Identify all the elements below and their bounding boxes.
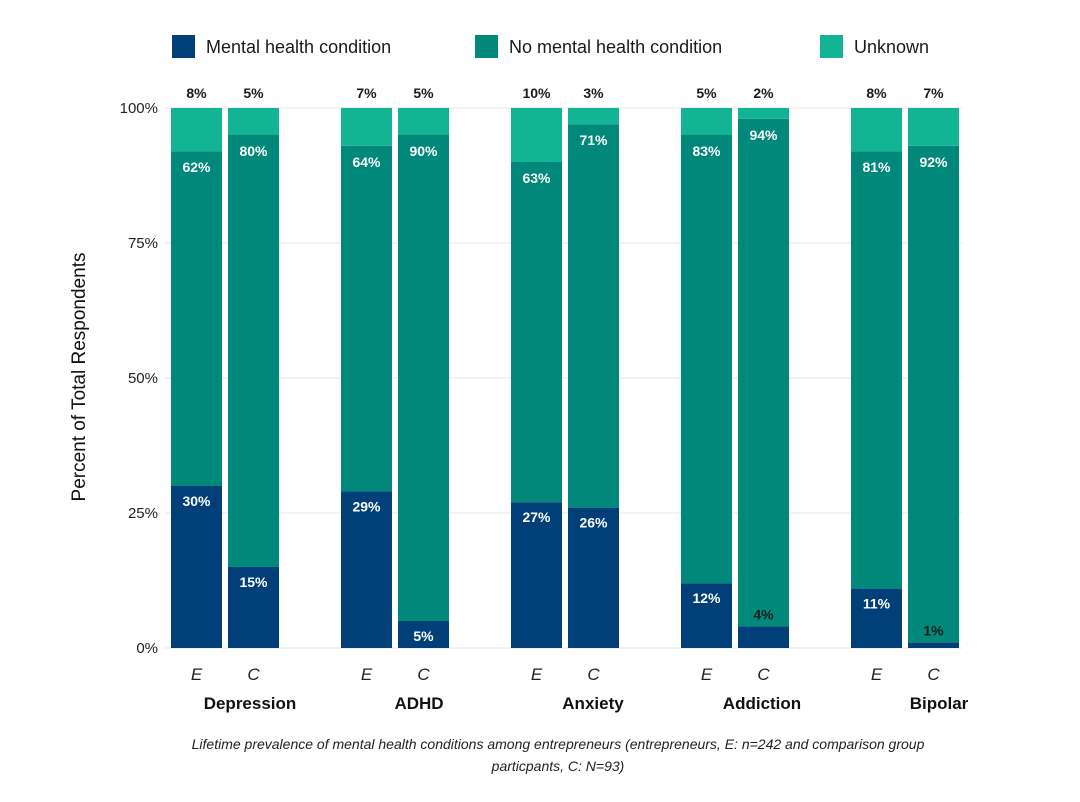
- data-label-unknown: 7%: [356, 85, 377, 101]
- bar-segment-mental: [511, 502, 562, 648]
- bar-segment-mental: [681, 583, 732, 648]
- x-tick-label: E: [871, 665, 883, 684]
- bar-segment-none: [171, 151, 222, 486]
- caption-line-2: particpants, C: N=93): [491, 758, 625, 774]
- bar-segment-none: [851, 151, 902, 589]
- bar-segment-mental: [171, 486, 222, 648]
- bar-segment-unknown: [908, 108, 959, 146]
- x-tick-label: E: [191, 665, 203, 684]
- data-label-unknown: 2%: [753, 85, 774, 101]
- y-tick-label: 100%: [120, 100, 158, 117]
- y-axis: 0% 25% 50% 75% 100%: [120, 100, 158, 657]
- caption-line-1: Lifetime prevalence of mental health con…: [192, 736, 925, 752]
- data-label-mental: 27%: [522, 509, 551, 525]
- data-label-mental: 5%: [413, 628, 434, 644]
- legend-label-unknown: Unknown: [854, 37, 929, 57]
- data-label-none: 92%: [919, 154, 948, 170]
- data-label-unknown: 8%: [186, 85, 207, 101]
- data-label-none: 94%: [749, 127, 778, 143]
- data-label-unknown: 7%: [923, 85, 944, 101]
- bar-segment-none: [228, 135, 279, 567]
- bar-segment-mental: [908, 642, 959, 648]
- gridlines: [165, 107, 962, 649]
- data-label-unknown: 8%: [866, 85, 887, 101]
- data-label-none: 71%: [579, 132, 608, 148]
- bar-segment-unknown: [681, 108, 732, 135]
- x-tick-label: C: [417, 665, 430, 684]
- data-label-unknown: 10%: [522, 85, 551, 101]
- x-tick-label: E: [531, 665, 543, 684]
- y-axis-title: Percent of Total Respondents: [69, 253, 90, 502]
- bar-segment-unknown: [171, 108, 222, 152]
- data-label-none: 90%: [409, 143, 438, 159]
- data-label-mental: 30%: [182, 493, 211, 509]
- x-tick-label: E: [361, 665, 373, 684]
- legend-swatch-mental: [172, 35, 195, 58]
- bar-segment-unknown: [228, 108, 279, 135]
- x-tick-label: C: [757, 665, 770, 684]
- data-label-mental: 1%: [923, 623, 944, 639]
- category-label: Anxiety: [562, 694, 624, 713]
- data-label-none: 63%: [522, 170, 551, 186]
- data-label-mental: 26%: [579, 515, 608, 531]
- legend-label-none: No mental health condition: [509, 37, 722, 57]
- category-label: Depression: [204, 694, 297, 713]
- bar-segment-none: [738, 118, 789, 627]
- bar-segment-mental: [851, 588, 902, 648]
- bars: 30% 62% 8% 15% 80% 5% 29% 64% 7% 5% 90% 5% 27% 63% 10%…: [171, 85, 959, 648]
- y-tick-label: 25%: [128, 505, 158, 522]
- data-label-none: 81%: [862, 159, 891, 175]
- bar-segment-none: [568, 124, 619, 508]
- bar-segment-none: [398, 135, 449, 621]
- bar-segment-unknown: [568, 108, 619, 125]
- legend: Mental health condition No mental health …: [172, 35, 929, 58]
- bar-segment-unknown: [738, 108, 789, 119]
- bar-segment-mental: [398, 621, 449, 648]
- legend-label-mental: Mental health condition: [206, 37, 391, 57]
- bar-segment-mental: [228, 567, 279, 648]
- bar-segment-none: [908, 145, 959, 643]
- bar-segment-unknown: [398, 108, 449, 135]
- bar-segment-unknown: [341, 108, 392, 146]
- category-label: Bipolar: [910, 694, 969, 713]
- bar-segment-mental: [568, 507, 619, 648]
- legend-swatch-none: [475, 35, 498, 58]
- y-tick-label: 75%: [128, 235, 158, 252]
- data-label-mental: 29%: [352, 498, 381, 514]
- legend-swatch-unknown: [820, 35, 843, 58]
- bar-segment-unknown: [851, 108, 902, 152]
- y-tick-label: 0%: [136, 640, 158, 657]
- data-label-unknown: 5%: [696, 85, 717, 101]
- x-tick-label: E: [701, 665, 713, 684]
- bar-segment-unknown: [511, 108, 562, 162]
- bar-segment-mental: [738, 626, 789, 648]
- data-label-mental: 15%: [239, 574, 268, 590]
- data-label-none: 80%: [239, 143, 268, 159]
- bar-segment-none: [681, 135, 732, 584]
- category-label: ADHD: [394, 694, 443, 713]
- bar-segment-none: [511, 162, 562, 503]
- data-label-mental: 11%: [863, 596, 891, 612]
- category-label: Addiction: [723, 694, 801, 713]
- x-tick-label: C: [587, 665, 600, 684]
- bar-segment-none: [341, 145, 392, 492]
- x-tick-label: C: [247, 665, 260, 684]
- data-label-mental: 12%: [692, 590, 721, 606]
- y-tick-label: 50%: [128, 370, 158, 387]
- data-label-unknown: 5%: [413, 85, 434, 101]
- data-label-unknown: 3%: [583, 85, 604, 101]
- data-label-none: 62%: [182, 159, 211, 175]
- x-tick-label: C: [927, 665, 940, 684]
- data-label-mental: 4%: [753, 606, 774, 622]
- data-label-none: 83%: [692, 143, 721, 159]
- bar-segment-mental: [341, 491, 392, 648]
- data-label-none: 64%: [352, 154, 381, 170]
- data-label-unknown: 5%: [243, 85, 264, 101]
